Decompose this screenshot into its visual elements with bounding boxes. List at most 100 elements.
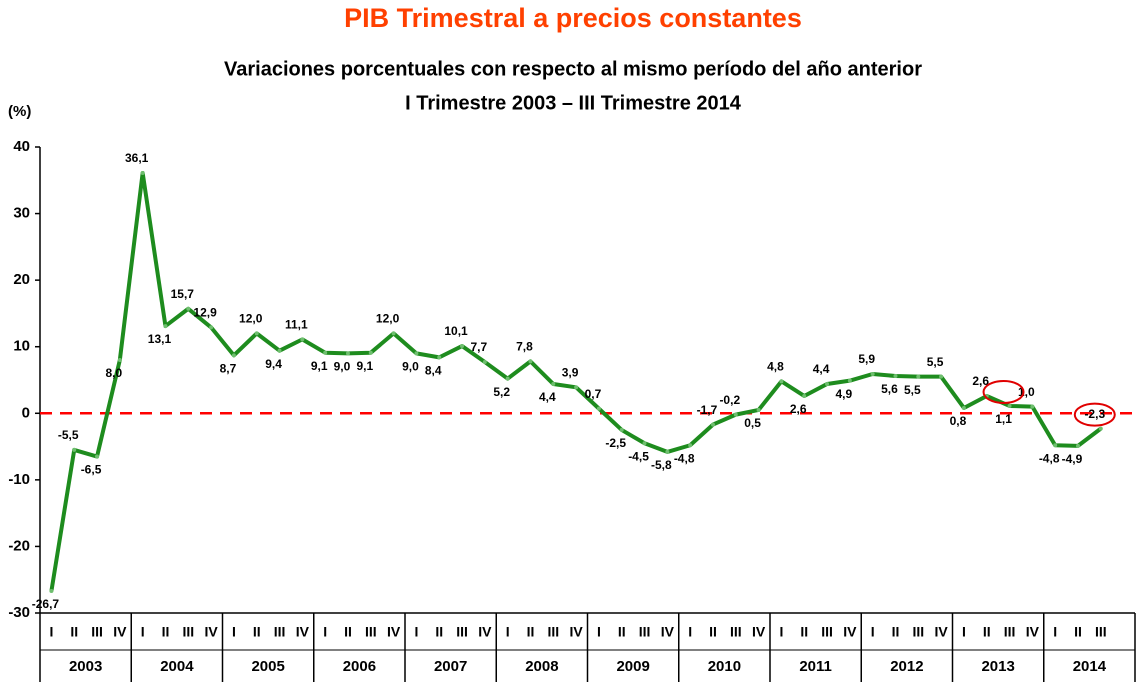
x-tick-label: I bbox=[688, 624, 692, 640]
y-tick-label: -10 bbox=[8, 471, 30, 488]
x-tick-label: III bbox=[821, 624, 833, 640]
y-tick-label: -20 bbox=[8, 537, 30, 554]
data-point bbox=[254, 331, 259, 336]
x-tick-label: III bbox=[1095, 624, 1107, 640]
data-label: 4,4 bbox=[539, 390, 556, 404]
group-label: 2010 bbox=[708, 658, 741, 675]
data-point bbox=[460, 344, 465, 349]
x-tick-label: I bbox=[323, 624, 327, 640]
group-label: 2008 bbox=[525, 658, 558, 675]
x-tick-label: III bbox=[639, 624, 651, 640]
data-point bbox=[49, 589, 54, 594]
data-label: 0,5 bbox=[744, 416, 761, 430]
data-label: 8,4 bbox=[425, 364, 442, 378]
x-tick-label: II bbox=[618, 624, 626, 640]
data-point bbox=[437, 355, 442, 360]
data-label: 36,1 bbox=[125, 151, 149, 165]
data-label: -2,5 bbox=[605, 436, 626, 450]
y-axis-label: (%) bbox=[8, 103, 31, 120]
x-tick-label: II bbox=[253, 624, 261, 640]
group-label: 2013 bbox=[981, 658, 1014, 675]
data-label: 12,0 bbox=[239, 312, 263, 326]
data-label: 9,1 bbox=[311, 359, 328, 373]
data-point bbox=[95, 454, 100, 459]
data-label: -4,8 bbox=[1039, 451, 1060, 465]
data-label: 9,0 bbox=[402, 360, 419, 374]
data-point bbox=[870, 372, 875, 377]
x-tick-label: I bbox=[49, 624, 53, 640]
x-tick-label: IV bbox=[296, 624, 310, 640]
x-tick-label: I bbox=[232, 624, 236, 640]
group-label: 2004 bbox=[160, 658, 194, 675]
data-label: 9,0 bbox=[334, 360, 351, 374]
data-point bbox=[414, 351, 419, 356]
x-tick-label: IV bbox=[569, 624, 583, 640]
y-tick-label: 30 bbox=[13, 205, 30, 222]
x-tick-label: IV bbox=[843, 624, 857, 640]
x-tick-label: IV bbox=[387, 624, 401, 640]
data-point bbox=[710, 422, 715, 427]
data-point bbox=[117, 358, 122, 363]
data-point bbox=[1075, 443, 1080, 448]
data-point bbox=[574, 385, 579, 390]
data-point bbox=[619, 427, 624, 432]
data-point bbox=[961, 405, 966, 410]
data-label: 5,2 bbox=[493, 385, 510, 399]
data-label: 11,1 bbox=[285, 318, 308, 332]
group-label: 2006 bbox=[343, 658, 376, 675]
data-point bbox=[733, 412, 738, 417]
x-tick-label: I bbox=[597, 624, 601, 640]
y-tick-label: -30 bbox=[8, 604, 30, 621]
data-point bbox=[345, 351, 350, 356]
chart-subtitle: I Trimestre 2003 – III Trimestre 2014 bbox=[405, 92, 742, 114]
x-tick-label: III bbox=[912, 624, 924, 640]
group-label: 2014 bbox=[1073, 658, 1107, 675]
data-point bbox=[528, 359, 533, 364]
x-tick-label: III bbox=[456, 624, 468, 640]
x-tick-label: III bbox=[730, 624, 742, 640]
chart-title: PIB Trimestral a precios constantes bbox=[344, 3, 802, 33]
x-tick-label: IV bbox=[113, 624, 127, 640]
y-tick-label: 20 bbox=[13, 271, 30, 288]
data-label: 8,7 bbox=[220, 362, 237, 376]
x-tick-label: I bbox=[414, 624, 418, 640]
data-label: -6,5 bbox=[81, 463, 102, 477]
data-point bbox=[277, 348, 282, 353]
x-tick-label: II bbox=[344, 624, 352, 640]
data-point bbox=[551, 381, 556, 386]
data-label: 2,6 bbox=[972, 374, 989, 388]
y-tick-label: 40 bbox=[13, 138, 30, 155]
data-point bbox=[231, 353, 236, 358]
data-point bbox=[1098, 426, 1103, 431]
x-tick-label: I bbox=[506, 624, 510, 640]
data-point bbox=[482, 360, 487, 365]
data-label: 0,8 bbox=[950, 414, 967, 428]
x-tick-label: III bbox=[1004, 624, 1016, 640]
x-tick-label: I bbox=[141, 624, 145, 640]
x-tick-label: III bbox=[274, 624, 286, 640]
data-point bbox=[163, 324, 168, 329]
x-tick-label: III bbox=[365, 624, 377, 640]
data-label: 5,5 bbox=[904, 383, 921, 397]
x-tick-label: IV bbox=[752, 624, 766, 640]
x-tick-label: I bbox=[779, 624, 783, 640]
x-tick-label: II bbox=[527, 624, 535, 640]
data-point bbox=[1007, 403, 1012, 408]
data-point bbox=[323, 350, 328, 355]
chart-subtitle: Variaciones porcentuales con respecto al… bbox=[224, 58, 922, 80]
data-point bbox=[209, 325, 214, 330]
data-label: 10,1 bbox=[444, 324, 468, 338]
data-point bbox=[391, 331, 396, 336]
x-tick-label: IV bbox=[204, 624, 218, 640]
data-label: 3,9 bbox=[562, 365, 579, 379]
data-point bbox=[596, 406, 601, 411]
group-label: 2011 bbox=[799, 658, 832, 675]
data-label: 12,0 bbox=[376, 312, 400, 326]
x-tick-label: I bbox=[962, 624, 966, 640]
data-label: -26,7 bbox=[32, 597, 60, 611]
y-tick-label: 0 bbox=[22, 404, 30, 421]
data-point bbox=[893, 374, 898, 379]
data-point bbox=[368, 350, 373, 355]
data-point bbox=[825, 381, 830, 386]
y-tick-label: 10 bbox=[13, 338, 30, 355]
